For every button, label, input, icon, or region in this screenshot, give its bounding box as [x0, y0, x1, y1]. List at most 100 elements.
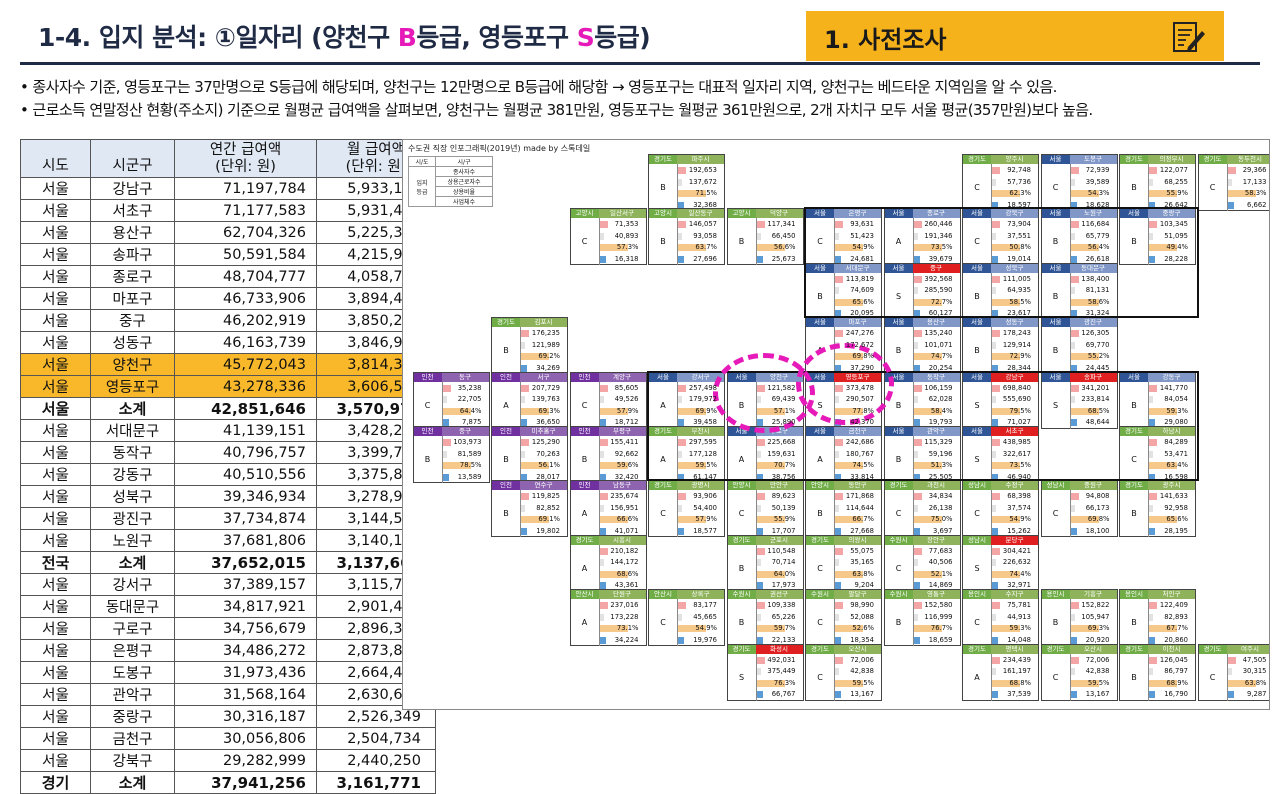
- cell-sido: 서울: [20, 221, 91, 244]
- region-grade: B: [492, 490, 521, 538]
- employee-count: 247,276: [835, 328, 880, 340]
- region-grade: C: [806, 218, 835, 266]
- regular-employee-count: 121,989: [521, 340, 566, 352]
- region-province: 수원시: [884, 535, 913, 545]
- table-row: 서울 송파구 50,591,584 4,215,965: [20, 243, 436, 266]
- salary-ranking-table: 시도 시군구 연간 급여액 (단위: 원) 월 급여액 (단위: 원) 서울 강남…: [20, 139, 436, 794]
- business-count: 28,195: [1149, 526, 1194, 538]
- regular-employee-count: 93,058: [678, 231, 723, 243]
- cell-sigungu: 성북구: [90, 485, 175, 508]
- region-province: 안양시: [727, 481, 756, 491]
- region-province: 서울: [884, 427, 913, 436]
- employee-count: 72,939: [1070, 165, 1116, 177]
- regular-ratio: 59.5%: [678, 460, 723, 472]
- region-province: 고양시: [727, 209, 756, 219]
- bullet-1: • 종사자수 기준, 영등포구는 37만명으로 S등급에 해당되며, 양천구는 …: [20, 78, 1057, 96]
- region-province: 경기도: [1198, 644, 1227, 654]
- regular-ratio: 55.9%: [756, 514, 802, 526]
- table-row: 경기 소계 37,941,256 3,161,771: [20, 771, 436, 794]
- regular-employee-count: 51,423: [835, 231, 880, 243]
- business-count: 20,860: [1149, 635, 1194, 647]
- region-cell: 경기도 광주시 B 141,633 92,958 65.6% 28,195: [1119, 480, 1196, 538]
- table-row: 서울 소계 42,851,646 3,570,971: [20, 397, 436, 420]
- cell-annual: 71,197,784: [174, 177, 317, 200]
- region-name: 권선구: [755, 590, 803, 600]
- cell-sigungu: 중랑구: [90, 705, 175, 728]
- cell-annual: 62,704,326: [174, 221, 317, 244]
- employee-count: 126,305: [1070, 328, 1116, 340]
- cell-sido: 서울: [20, 265, 91, 288]
- table-row: 서울 강남구 71,197,784 5,933,149: [20, 177, 436, 200]
- table-row: 서울 관악구 31,568,164 2,630,680: [20, 683, 436, 706]
- bullet-2: • 근로소득 연말정산 현황(주소지) 기준으로 월평균 급여액을 살펴보면, …: [20, 101, 1093, 119]
- table-row: 서울 강북구 29,282,999 2,440,250: [20, 749, 436, 772]
- region-province: 수원시: [806, 590, 834, 600]
- employee-count: 297,595: [678, 437, 723, 449]
- region-grade: B: [492, 436, 521, 483]
- region-grade: B: [885, 327, 914, 375]
- employee-count: 171,868: [835, 491, 880, 503]
- region-grade: B: [492, 327, 521, 375]
- region-grade: A: [571, 544, 600, 592]
- regular-employee-count: 30,315: [1227, 666, 1270, 678]
- cell-sigungu: 강남구: [90, 177, 175, 200]
- employee-count: 72,006: [835, 655, 880, 667]
- regular-employee-count: 105,947: [1070, 612, 1116, 624]
- cell-sido: 경기: [20, 771, 91, 794]
- section-label: 1. 사전조사: [824, 26, 947, 54]
- cell-sido: 서울: [20, 463, 91, 486]
- business-count: 25,673: [756, 254, 802, 266]
- cell-sigungu: 강서구: [90, 573, 175, 596]
- regular-ratio: 68.9%: [1149, 678, 1194, 690]
- employee-count: 85,605: [599, 383, 645, 395]
- region-grade: S: [963, 544, 992, 592]
- table-row: 서울 노원구 37,681,806 3,140,150: [20, 529, 436, 552]
- regular-employee-count: 45,665: [678, 612, 723, 624]
- region-grade: B: [1120, 218, 1149, 266]
- employee-count: 237,016: [599, 600, 645, 612]
- table-row: 서울 양천구 45,772,043 3,814,337: [20, 353, 436, 376]
- regular-ratio: 57.9%: [678, 514, 723, 526]
- table-row: 서울 용산구 62,704,326 5,225,360: [20, 221, 436, 244]
- employee-count: 93,906: [678, 491, 723, 503]
- regular-ratio: 76.3%: [756, 678, 802, 690]
- region-name: 여주시: [1226, 644, 1269, 654]
- employee-count: 210,182: [599, 546, 645, 558]
- regular-ratio: 63.7%: [678, 242, 723, 254]
- cell-sigungu: 도봉구: [90, 661, 175, 684]
- region-cell: 인천 연수구 B 119,825 82,852 69.1% 19,802: [491, 480, 568, 538]
- regular-ratio: 68.5%: [1070, 406, 1116, 418]
- regular-ratio: 57.3%: [599, 242, 645, 254]
- business-count: 28,017: [521, 472, 566, 484]
- business-count: 27,668: [835, 526, 880, 538]
- cell-annual: 34,817,921: [174, 595, 317, 618]
- regular-employee-count: 322,617: [992, 449, 1037, 461]
- region-name: 광진구: [1069, 318, 1117, 328]
- region-name: 광명시: [677, 481, 724, 491]
- region-grade: C: [649, 599, 678, 647]
- region-cell: 서울 강동구 B 141,770 84,054 59.3% 29,080: [1119, 371, 1196, 429]
- regular-ratio: 54.3%: [1070, 188, 1116, 200]
- region-grade: C: [885, 490, 914, 538]
- region-name: 오산시: [834, 644, 881, 654]
- employee-count: 119,825: [521, 491, 566, 503]
- regular-employee-count: 84,054: [1149, 394, 1194, 406]
- region-cell: 서울 동작구 B 106,159 62,028 58.4% 19,793: [883, 371, 961, 429]
- cell-sido: 전국: [20, 551, 91, 574]
- cell-sido: 서울: [20, 661, 91, 684]
- regular-employee-count: 86,797: [1149, 666, 1194, 678]
- employee-count: 110,548: [756, 546, 802, 558]
- region-cell: 서울 동대문구 B 138,400 81,131 58.6% 31,324: [1040, 262, 1118, 320]
- region-province: 성남시: [1041, 481, 1070, 491]
- table-row: 서울 도봉구 31,973,436 2,664,453: [20, 661, 436, 684]
- region-name: 양주시: [991, 155, 1038, 164]
- regular-employee-count: 92,662: [599, 449, 645, 461]
- employee-count: 35,238: [442, 383, 488, 395]
- cell-annual: 37,681,806: [174, 529, 317, 552]
- regular-ratio: 75.0%: [913, 514, 959, 526]
- region-province: 서울: [963, 263, 991, 273]
- business-count: 71,027: [992, 417, 1037, 429]
- region-province: 경기도: [1120, 644, 1148, 654]
- cell-sido: 서울: [20, 375, 91, 398]
- employee-count: 257,498: [678, 383, 723, 395]
